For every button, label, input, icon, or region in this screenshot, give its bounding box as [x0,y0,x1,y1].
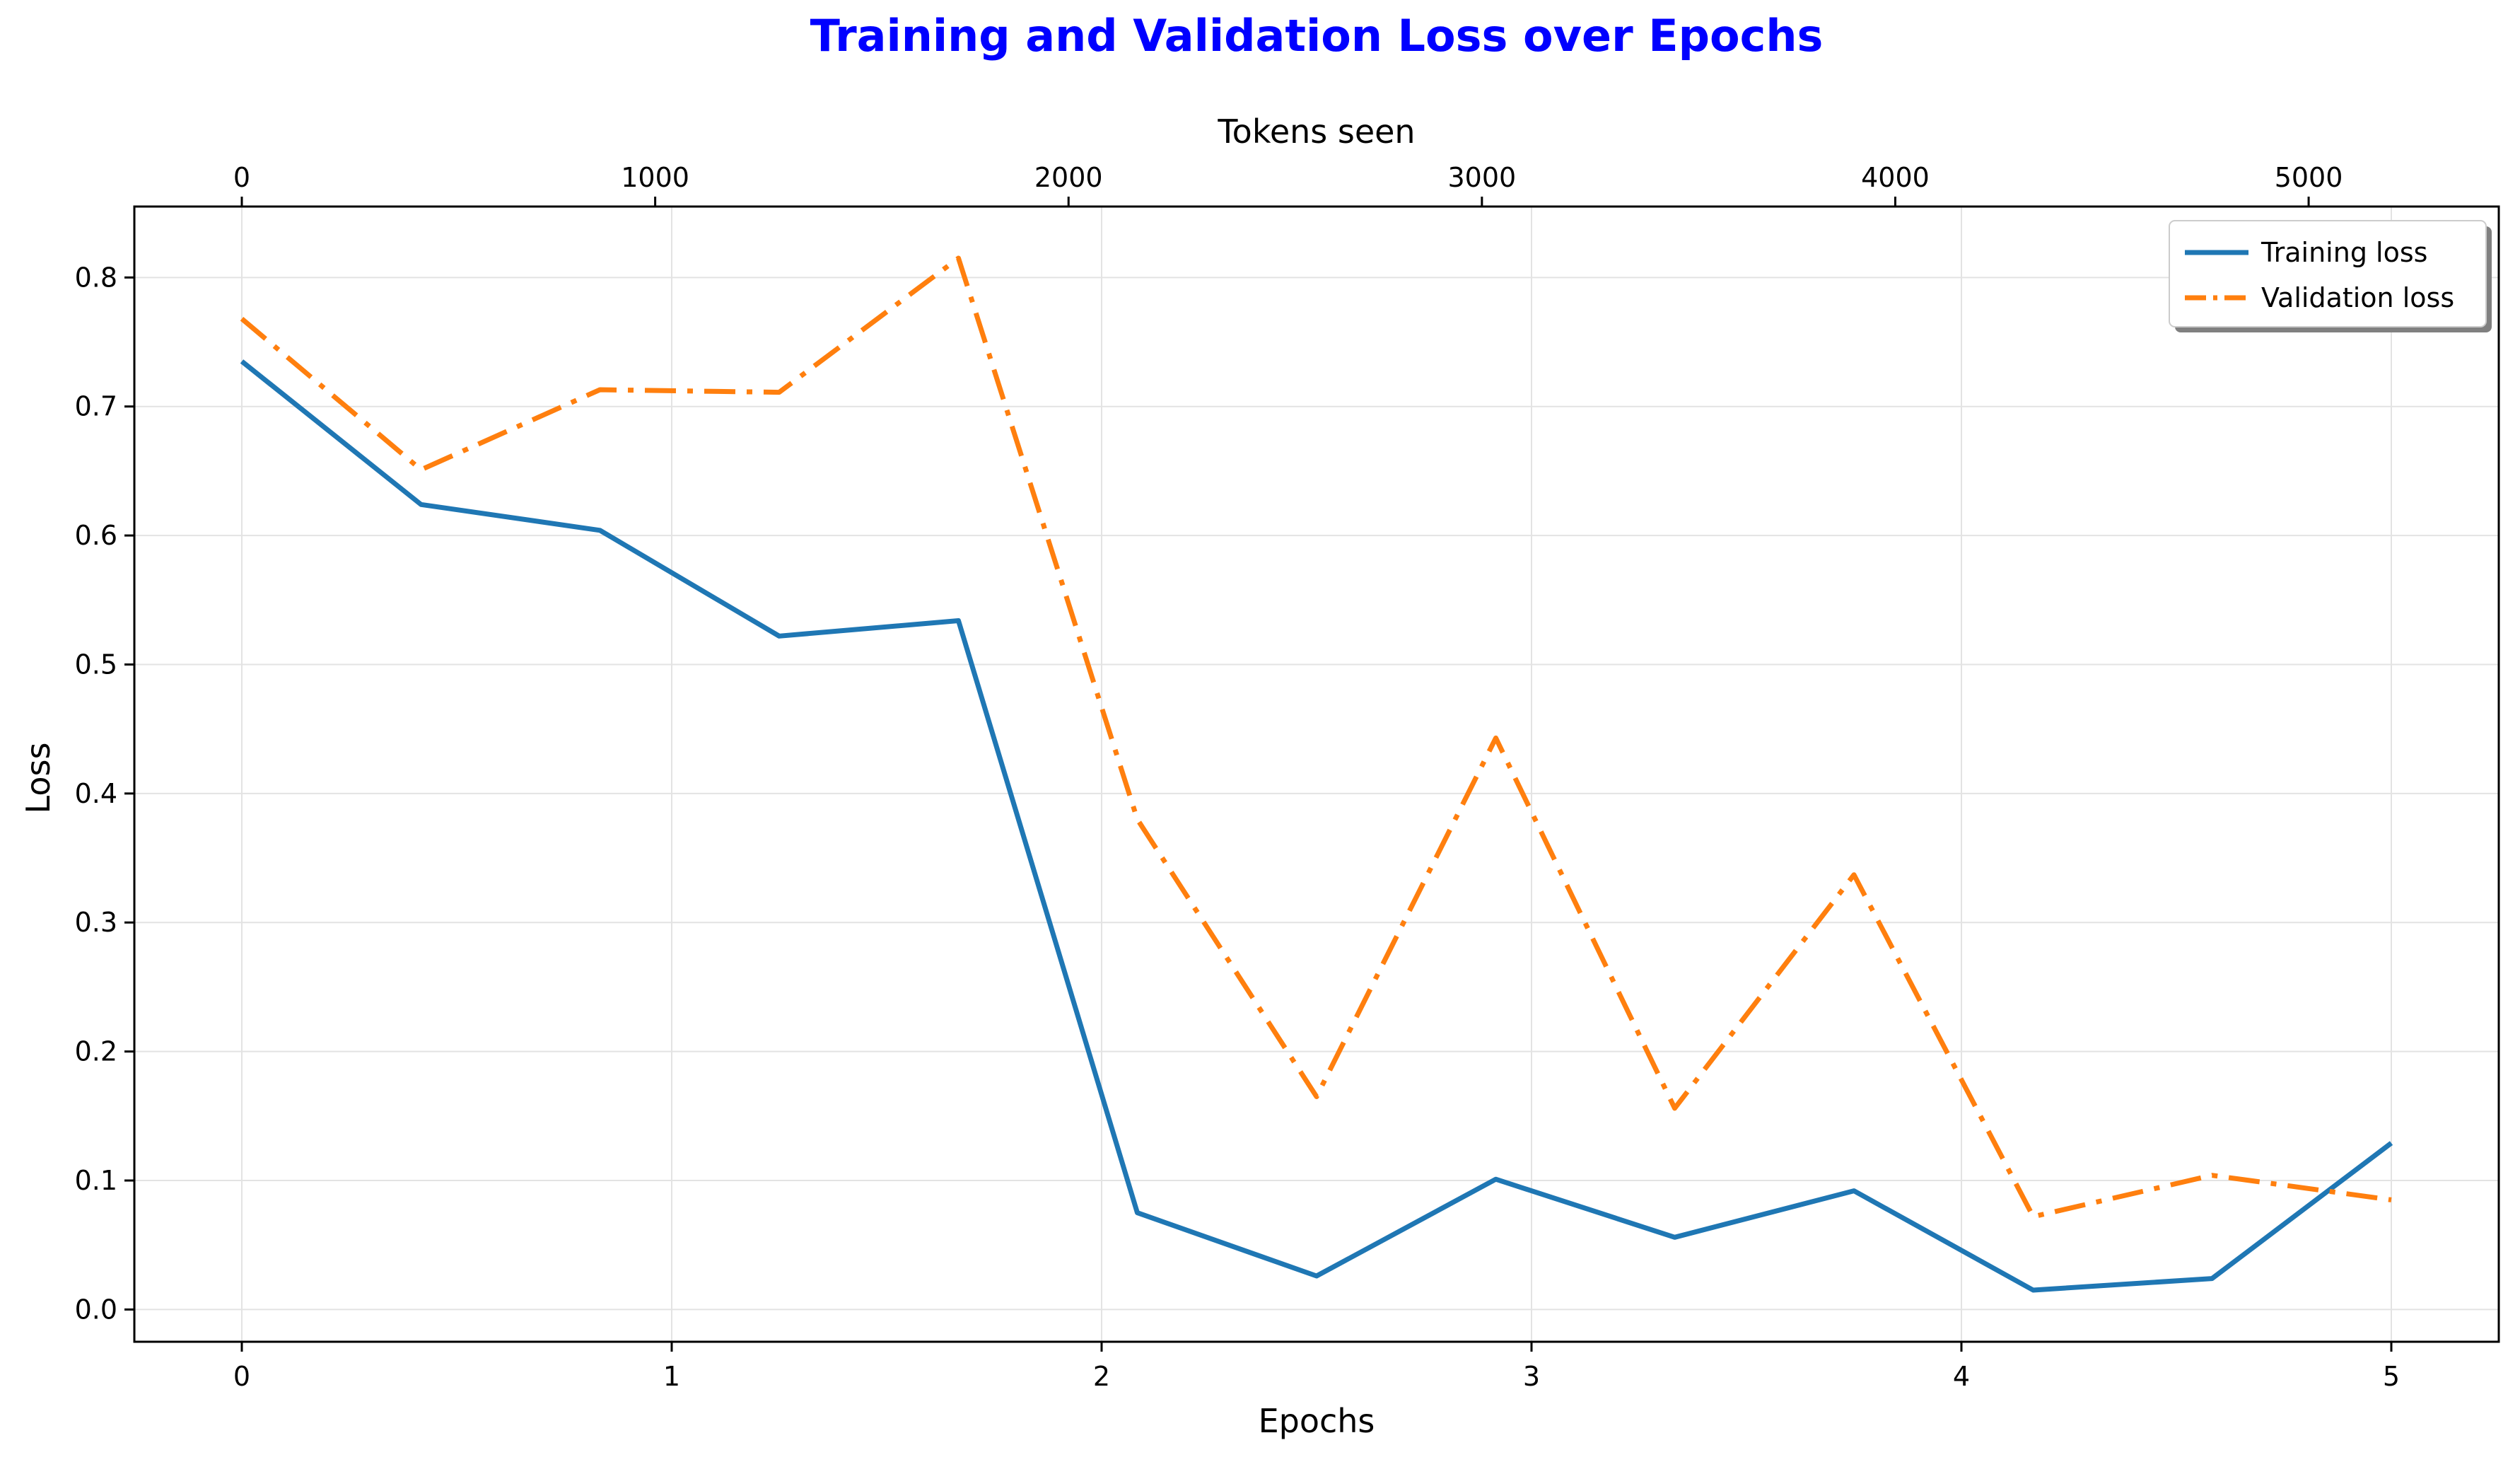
x2-tick-label: 0 [233,162,250,193]
x-tick-label: 4 [1953,1361,1970,1392]
series-line-1 [240,255,2392,1219]
x-tick-label: 0 [233,1361,250,1392]
x-tick-label: 2 [1093,1361,1110,1392]
y-tick-label: 0.6 [75,520,117,551]
x2-axis-label: Tokens seen [1217,112,1415,151]
axis-ticks: 0 1 2 3 4 5 0.0 0.1 0.2 0.3 0.4 0.5 0.6 0.7 0.8 0 1000 20… [75,162,2401,1392]
x2-tick-label: 3000 [1447,162,1516,193]
x2-tick-label: 4000 [1861,162,1930,193]
legend-label: Validation loss [2261,282,2454,313]
x-axis-label: Epochs [1259,1402,1375,1440]
y-tick-label: 0.7 [75,391,117,422]
x-tick-label: 5 [2383,1361,2400,1392]
series-line-0 [240,359,2393,1293]
y-axis-label: Loss [19,743,57,814]
y-tick-label: 0.4 [75,778,117,809]
legend-box [2169,220,2487,327]
legend-label: Training loss [2261,237,2427,268]
x2-tick-label: 5000 [2275,162,2343,193]
x-tick-label: 1 [663,1361,680,1392]
x2-tick-label: 1000 [621,162,689,193]
legend: Training loss Validation loss [2169,220,2492,332]
y-tick-label: 0.3 [75,907,117,938]
y-tick-label: 0.8 [75,262,117,293]
y-tick-label: 0.5 [75,649,117,680]
x-tick-label: 3 [1523,1361,1540,1392]
y-tick-label: 0.0 [75,1294,117,1325]
plot-frame [133,205,2500,1343]
grid-lines [134,207,2499,1342]
x2-tick-label: 2000 [1034,162,1103,193]
y-tick-label: 0.2 [75,1036,117,1067]
y-tick-label: 0.1 [75,1165,117,1196]
chart-title: Training and Validation Loss over Epochs [810,10,1824,62]
series-lines [240,255,2393,1293]
